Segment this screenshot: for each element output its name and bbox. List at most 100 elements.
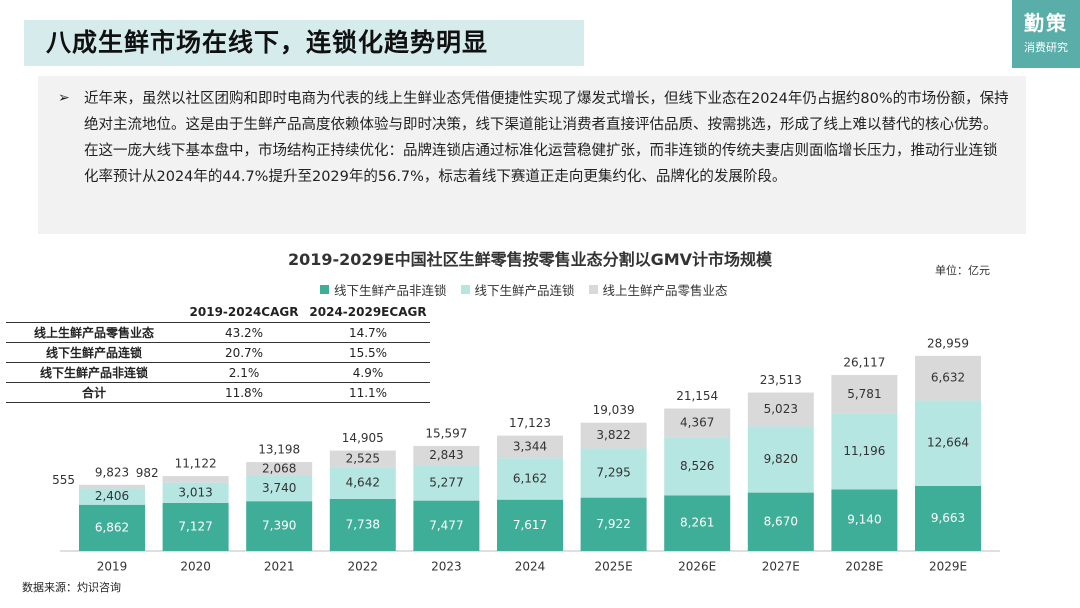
table-row: 线下生鲜产品连锁 20.7% 15.5%	[6, 342, 430, 363]
bar-segment	[79, 504, 145, 551]
bar-segment	[747, 426, 814, 493]
data-label: 7,738	[346, 517, 380, 531]
bar-segment	[413, 500, 480, 551]
legend-swatch	[588, 285, 598, 294]
bar-segment	[497, 499, 563, 551]
data-label: 12,664	[927, 436, 969, 450]
data-label: 4,367	[680, 416, 714, 430]
data-label: 3,740	[262, 481, 296, 495]
chart-unit: 单位：亿元	[935, 264, 990, 277]
x-tick-label: 2026E	[678, 560, 716, 574]
bar-segment	[497, 435, 563, 459]
x-tick-label: 2022	[348, 560, 379, 574]
data-label: 11,196	[843, 444, 885, 458]
cagr-cell: 2.1%	[182, 362, 306, 383]
data-label: 7,477	[429, 518, 463, 532]
bar-segment	[915, 355, 981, 401]
cagr-cell: 4.9%	[306, 362, 430, 383]
x-tick-label: 2020	[180, 560, 211, 574]
data-label: 5,023	[764, 402, 798, 416]
data-label: 6,632	[931, 371, 965, 385]
cagr-cell: 20.7%	[182, 342, 306, 363]
bar-segment	[413, 465, 480, 501]
bar-segment	[915, 400, 981, 486]
data-source: 数据来源：灼识咨询	[22, 581, 121, 594]
bar-segment	[747, 492, 814, 551]
table-row: 合计 11.8% 11.1%	[6, 382, 430, 403]
title-bar: 八成生鲜市场在线下，连锁化趋势明显	[24, 20, 584, 66]
cagr-cell: 11.1%	[306, 382, 430, 403]
chart-title: 2019-2029E中国社区生鲜零售按零售业态分割以GMV计市场规模	[287, 250, 773, 269]
bar-segment	[246, 501, 313, 551]
total-label: 11,122	[175, 457, 217, 471]
cagr-cell: 11.8%	[182, 382, 306, 403]
data-label: 3,013	[178, 485, 212, 499]
bar-segment	[162, 476, 229, 483]
data-label: 7,617	[513, 518, 547, 532]
bar-segment	[831, 413, 898, 490]
x-tick-label: 2025E	[595, 560, 633, 574]
bar-segment	[497, 458, 563, 500]
bar-segment	[329, 450, 396, 468]
data-label: 2,843	[429, 448, 463, 462]
bullet-arrow-icon: ➢	[58, 90, 70, 106]
brand-subtitle: 消费研究	[1024, 41, 1068, 54]
cagr-table: 2019-2024CAGR 2024-2029ECAGR 线上生鲜产品零售业态 …	[6, 302, 430, 403]
bar-segment	[162, 502, 229, 551]
bar-segment	[915, 485, 981, 551]
x-tick-label: 2027E	[762, 560, 800, 574]
total-label: 19,039	[593, 403, 635, 417]
total-label: 13,198	[258, 443, 300, 457]
legend-swatch	[460, 285, 470, 294]
data-label: 4,642	[346, 476, 380, 490]
data-label: 2,406	[95, 489, 129, 503]
x-tick-label: 2021	[264, 560, 295, 574]
x-tick-label: 2028E	[845, 560, 883, 574]
table-row: 线下生鲜产品非连锁 2.1% 4.9%	[6, 362, 430, 383]
total-label: 26,117	[843, 356, 885, 370]
data-label: 9,820	[764, 452, 798, 466]
data-label: 8,261	[680, 516, 714, 530]
data-label: 7,390	[262, 519, 296, 533]
data-label: 6,862	[95, 520, 129, 534]
bar-segment	[246, 476, 313, 502]
data-label: 3,822	[596, 428, 630, 442]
total-label: 17,123	[509, 416, 551, 430]
legend-label: 线上生鲜产品零售业态	[602, 283, 728, 298]
data-label: 2,068	[262, 462, 296, 476]
bar-segment	[246, 462, 313, 477]
bar-segment	[79, 484, 145, 489]
data-label: 6,162	[513, 471, 547, 485]
bar-segment	[580, 448, 647, 498]
data-label: 555	[52, 473, 75, 487]
data-label: 7,127	[178, 519, 212, 533]
intro-box: ➢ 近年来，虽然以社区团购和即时电商为代表的线上生鲜业态凭借便捷性实现了爆发式增…	[38, 76, 1026, 234]
cagr-cell: 43.2%	[182, 322, 306, 343]
bar-segment	[580, 497, 647, 551]
bar-segment	[79, 488, 145, 505]
cagr-header-blank	[6, 302, 182, 323]
bar-segment	[329, 498, 396, 551]
data-label: 9,663	[931, 511, 965, 525]
x-tick-label: 2024	[515, 560, 546, 574]
data-label: 8,526	[680, 459, 714, 473]
bar-segment	[413, 445, 480, 466]
legend-item-online: 线上生鲜产品零售业态	[588, 280, 728, 299]
bar-segment	[831, 489, 898, 551]
data-label: 8,670	[764, 514, 798, 528]
bar-segment	[162, 482, 229, 503]
total-label: 23,513	[760, 373, 802, 387]
bar-segment	[831, 375, 898, 414]
legend-item-offline-nonchain: 线下生鲜产品非连锁	[320, 280, 447, 299]
x-tick-label: 2019	[97, 560, 128, 574]
data-label: 9,140	[847, 513, 881, 527]
data-label: 2,525	[346, 452, 380, 466]
cagr-cell: 15.5%	[306, 342, 430, 363]
bar-segment	[329, 467, 396, 499]
total-label: 15,597	[425, 426, 467, 440]
total-label: 21,154	[676, 389, 718, 403]
data-label: 982	[136, 466, 159, 480]
cagr-header-2019-2024: 2019-2024CAGR	[182, 302, 306, 323]
data-label: 3,344	[513, 439, 547, 453]
